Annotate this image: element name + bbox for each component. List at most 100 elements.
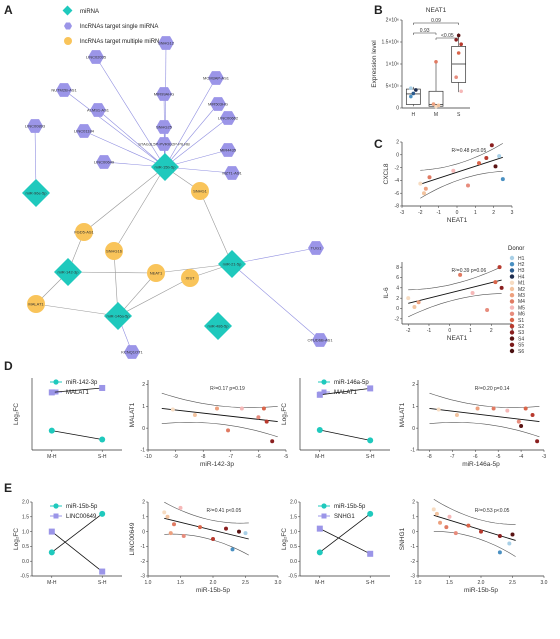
donor-legend-m3: M3 <box>518 293 525 299</box>
network-legend: miRNA lncRNAs target single miRNA lncRNA… <box>62 5 166 45</box>
node-snhg1-circle-icon[interactable] <box>191 182 209 200</box>
scatter-point <box>192 413 197 417</box>
xtick-label: -6 <box>256 454 261 460</box>
chart-c1: -3 -2 -1 0 1 2 3 -8 -6 -4 -2 0 2 NEAT1 CXCL8 R²=0.48 p<… <box>383 140 514 224</box>
ytick-label: 4 <box>396 286 399 292</box>
xtick-label: 1.5 <box>446 580 453 586</box>
chart-e3: M-H S-H -0.5 0.0 0.5 1.0 1.5 2.0 Log₂FC miR-15b-5… <box>281 500 390 586</box>
scatter-point <box>497 550 502 555</box>
scatter-point <box>422 191 426 196</box>
xtick-label: S-H <box>98 580 107 586</box>
node-mir99ahg-hexagon-icon[interactable] <box>156 87 172 101</box>
confidence-band-lower <box>420 171 503 199</box>
node-snhg12-hexagon-icon[interactable] <box>158 36 174 50</box>
xtick-label: 1.0 <box>145 580 152 586</box>
node-mcm3ap-as1-hexagon-icon[interactable] <box>208 71 224 85</box>
ytick-label: 2 <box>142 500 145 506</box>
chart-b-xtick-label: H <box>412 112 416 118</box>
node-mir-146a-5p-diamond-icon[interactable] <box>104 302 132 330</box>
donor-legend-dot <box>509 293 515 298</box>
ytick-label: 6 <box>396 275 399 281</box>
node-fgd5-as1-circle-icon[interactable] <box>75 223 93 241</box>
node-mzt1-as1-hexagon-icon[interactable] <box>224 166 240 180</box>
node-snhg16-circle-icon[interactable] <box>105 242 123 260</box>
node-mir-15b-5p-diamond-icon[interactable] <box>151 153 179 181</box>
chart-b: NEAT1 Expression level 0 5×10⁵ 1×10⁶ 1.5×10⁶ 2… <box>371 7 470 118</box>
node-malat1-circle-icon[interactable] <box>27 295 45 313</box>
chart-b-title: NEAT1 <box>426 7 447 14</box>
node-tug1-hexagon-icon[interactable] <box>308 241 324 255</box>
chart-b-pvalue-bracket <box>413 32 437 35</box>
node-alms1-as1-hexagon-icon[interactable] <box>90 103 106 117</box>
ytick-label: 2 <box>412 382 415 388</box>
donor-legend-dot <box>509 330 515 335</box>
confidence-band-lower <box>408 293 502 318</box>
node-linc00649-hexagon-icon[interactable] <box>96 155 112 169</box>
chart-d4-stats: R²=0.20 p=0.14 <box>475 386 510 392</box>
scatter-point <box>226 428 231 433</box>
donor-legend-title: Donor <box>508 246 524 252</box>
node-mir-142-3p-diamond-icon[interactable] <box>54 258 82 286</box>
node-snhg25-hexagon-icon[interactable] <box>156 120 172 134</box>
scatter-point <box>535 439 540 444</box>
node-label-fgd5-as1: FGD5-AS1 <box>74 230 94 235</box>
node-linc02035-hexagon-icon[interactable] <box>88 50 104 64</box>
node-stag3l5p-pvrig2p-pilrb-hexagon-icon[interactable] <box>156 137 172 151</box>
ytick-label: -4 <box>395 178 400 184</box>
xtick-label: 1.5 <box>177 580 184 586</box>
node-neat1-circle-icon[interactable] <box>147 264 165 282</box>
node-label-snhg12: SNHG12 <box>158 41 175 46</box>
node-linc00662-hexagon-icon[interactable] <box>220 111 236 125</box>
node-kcnq1ot1-hexagon-icon[interactable] <box>124 345 140 359</box>
node-mir4435-hexagon-icon[interactable] <box>220 143 236 157</box>
node-mir-21-5p-diamond-icon[interactable] <box>218 250 246 278</box>
node-mir-96e-5p-diamond-icon[interactable] <box>22 179 50 207</box>
node-linc00893-hexagon-icon[interactable] <box>27 119 43 133</box>
scatter-point <box>172 522 176 527</box>
series-point-linc00649 <box>99 568 106 575</box>
legend-malat1: MALAT1 <box>334 390 358 396</box>
legend-square-icon <box>53 513 59 519</box>
scatter-point <box>264 419 269 424</box>
series-point-mir-142-3p <box>48 427 55 434</box>
chart-e4: 1.0 1.5 2.0 2.5 3.0 -3 -2 -1 0 1 2 miR-15b-5p SNHG1 R… <box>399 498 548 594</box>
node-mir-486-5p-diamond-icon[interactable] <box>204 312 232 340</box>
node-xist-circle-icon[interactable] <box>181 269 199 287</box>
node-label-linc00662: LINC00662 <box>218 116 239 121</box>
chart-b-ytick-label: 0 <box>396 106 399 112</box>
node-label-stag3l5p-pvrig2p-pilrb: STAG3L5P-PVRIG2P-PILRB <box>138 142 190 147</box>
ytick-label: 0.0 <box>290 559 297 565</box>
confidence-band-upper <box>161 392 278 408</box>
legend-multi-circle-icon <box>64 37 72 45</box>
chart-e4-stats: R²=0.53 p<0.05 <box>475 508 510 514</box>
chart-d1-ylabel: Log₂FC <box>13 403 20 425</box>
donor-legend-dot <box>509 286 515 292</box>
node-otud6b-as1-hexagon-icon[interactable] <box>312 333 328 347</box>
node-mir503hg-hexagon-icon[interactable] <box>210 97 226 111</box>
node-linc01184-hexagon-icon[interactable] <box>76 124 92 138</box>
xtick-label: 2.5 <box>242 580 249 586</box>
xtick-label: 2.0 <box>478 580 485 586</box>
xtick-label: 1.0 <box>415 580 422 586</box>
node-label-mzt1-as1: MZT1-AS1 <box>222 171 242 176</box>
series-line-malat1 <box>319 388 371 396</box>
xtick-label: -3 <box>400 210 405 216</box>
series-point-mir-15b-5p <box>48 549 55 556</box>
xtick-label: -4 <box>519 454 524 460</box>
xtick-label: -8 <box>427 454 432 460</box>
donor-legend-dot <box>509 305 515 310</box>
confidence-band-lower <box>164 533 249 556</box>
donor-legend-m5: M5 <box>518 305 525 311</box>
donor-legend-dot <box>509 262 515 267</box>
ytick-label: 0 <box>396 153 399 159</box>
node-nutm2b-as1-hexagon-icon[interactable] <box>56 83 72 97</box>
series-point-mir-15b-5p <box>316 549 323 556</box>
ytick-label: -0.5 <box>20 574 29 580</box>
xtick-label: S-H <box>98 454 107 460</box>
panel-label-a: A <box>4 3 13 17</box>
scatter-point <box>507 541 512 546</box>
network-edge-linc01184 <box>83 130 166 168</box>
chart-e2-ylabel: LINC00649 <box>129 522 136 555</box>
chart-d3-ylabel: Log₂FC <box>281 403 288 425</box>
donor-legend-s3: S3 <box>518 330 524 336</box>
